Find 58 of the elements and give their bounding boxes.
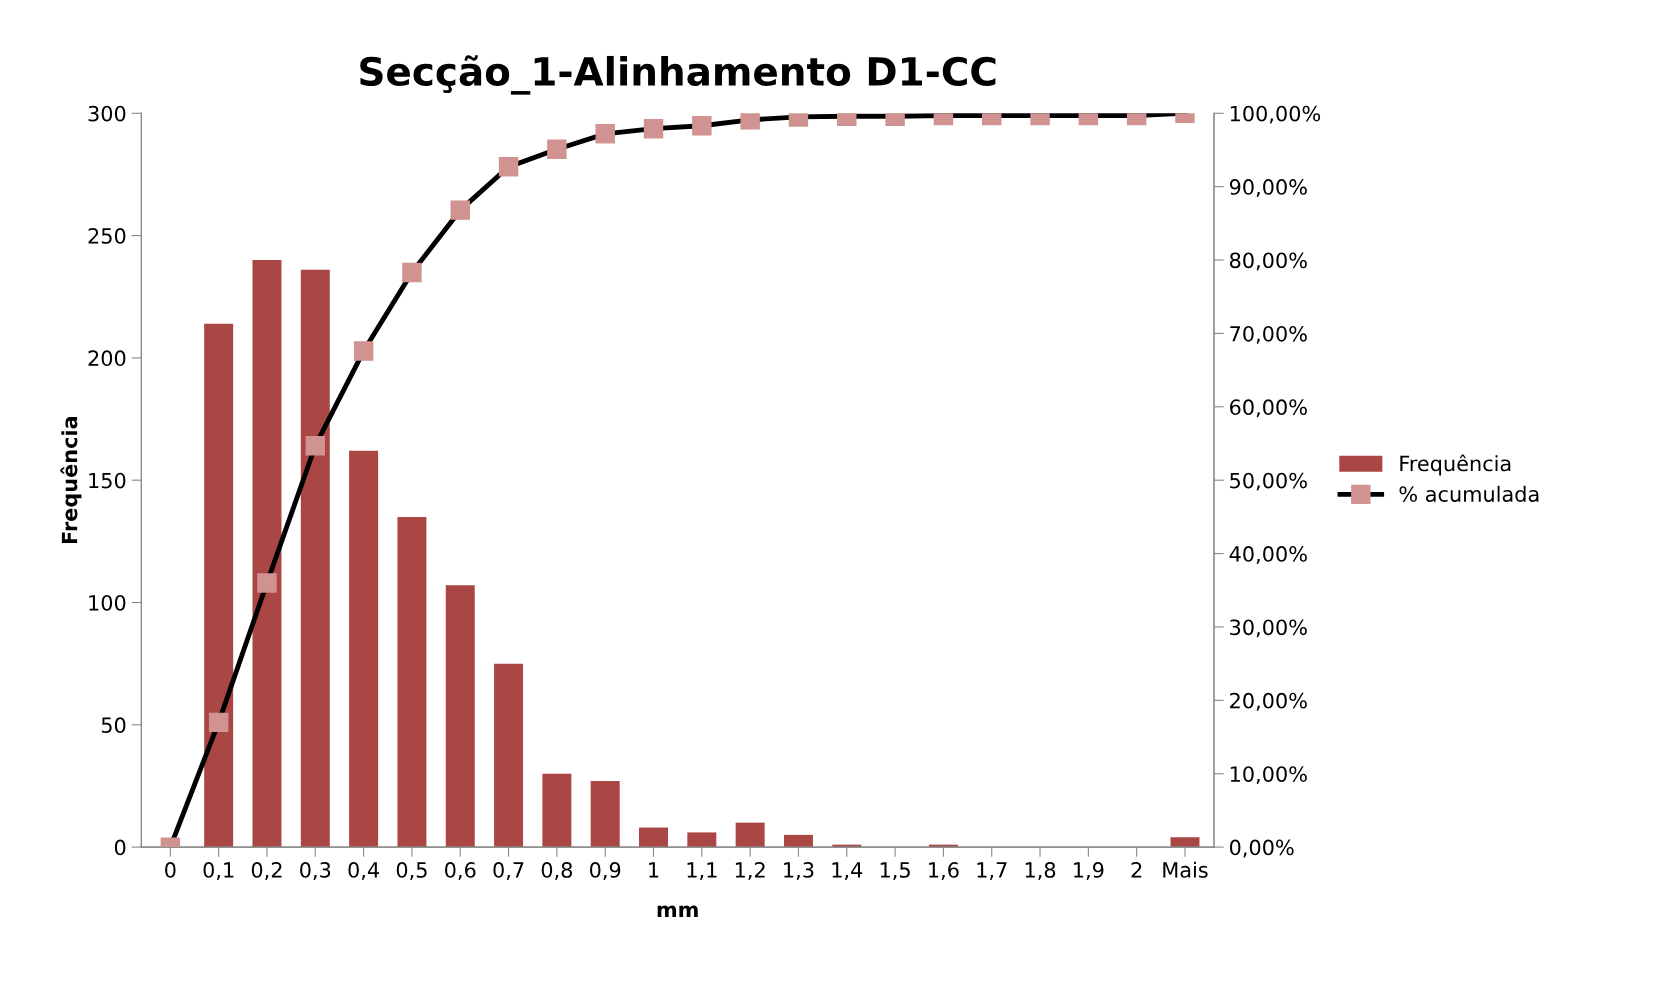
bar <box>300 269 330 848</box>
y2-tick-label: 80,00% <box>1229 252 1307 271</box>
y2-tick-label: 10,00% <box>1230 766 1307 785</box>
bar <box>397 516 427 848</box>
bar <box>204 323 234 848</box>
x-tick-label: 1,4 <box>832 862 863 880</box>
x-tick-label: 0 <box>165 862 176 878</box>
y-tick-label: 100 <box>89 594 126 611</box>
x-tick-label: 0,7 <box>493 862 524 880</box>
y2-tick-label: 50,00% <box>1230 472 1307 491</box>
legend-label: % acumulada <box>1399 485 1539 502</box>
bar <box>687 832 717 848</box>
y2-tick-label: 0,00% <box>1229 839 1294 858</box>
legend-label: Frequência <box>1400 454 1511 476</box>
y2-tick-label: 20,00% <box>1230 692 1307 711</box>
x-tick-label: 1 <box>649 862 659 878</box>
x-tick-label: 0,8 <box>541 862 573 880</box>
x-tick-label: 0,3 <box>300 862 331 880</box>
x-tick-label: 1,7 <box>977 862 1007 880</box>
y2-tick-label: 90,00% <box>1229 179 1307 197</box>
y-axis-title: Frequência <box>60 417 82 544</box>
x-tick-label: 0,2 <box>251 862 282 880</box>
bar <box>735 822 765 848</box>
y-tick-label: 200 <box>88 350 126 367</box>
x-tick-label: 1,1 <box>687 862 717 880</box>
x-tick-label: 1,5 <box>880 862 910 880</box>
x-tick-label: 0,4 <box>348 862 380 880</box>
x-tick-label: 1,8 <box>1025 862 1056 880</box>
x-tick-label: 0,5 <box>396 862 427 880</box>
y2-tick-label: 30,00% <box>1230 619 1307 638</box>
x-tick-label: 1,2 <box>735 862 765 880</box>
x-tick-label: 2 <box>1131 862 1142 878</box>
y2-tick-label: 40,00% <box>1229 546 1307 564</box>
x-tick-label: 1,6 <box>929 862 959 880</box>
y-tick-label: 250 <box>88 228 126 244</box>
y-tick-label: 0 <box>114 839 126 856</box>
y2-tick-label: 100,00% <box>1230 105 1321 124</box>
bar <box>494 663 524 848</box>
chart-title: Secção_1-Alinhamento D1-CC <box>360 55 996 95</box>
y2-tick-label: 70,00% <box>1230 325 1307 344</box>
bar <box>252 260 282 848</box>
y-tick-label: 150 <box>89 472 126 489</box>
x-tick-label: 1,9 <box>1074 862 1104 880</box>
x-tick-label: 0,6 <box>445 862 476 880</box>
y2-tick-label: 60,00% <box>1230 399 1307 418</box>
bar <box>590 781 620 848</box>
x-tick-label: Mais <box>1163 861 1208 878</box>
bar <box>445 585 475 848</box>
bar <box>542 773 572 848</box>
bar <box>349 450 379 848</box>
x-axis-title: mm <box>657 905 698 918</box>
x-tick-label: 0,1 <box>203 862 234 880</box>
x-tick-label: 0,9 <box>590 862 621 880</box>
x-tick-label: 1,3 <box>784 862 814 880</box>
y-tick-label: 50 <box>101 717 126 734</box>
y-tick-label: 300 <box>88 105 126 122</box>
bar <box>783 834 813 848</box>
bar <box>639 827 669 848</box>
